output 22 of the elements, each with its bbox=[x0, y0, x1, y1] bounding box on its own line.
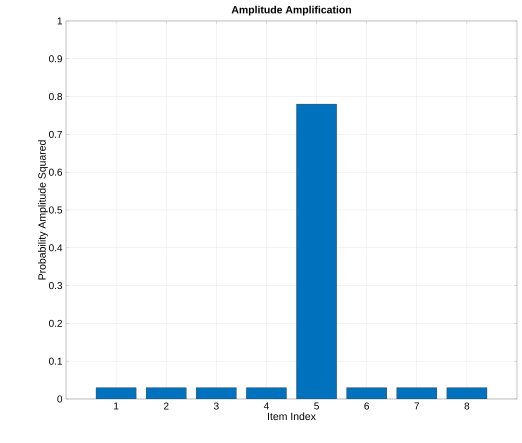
x-tick-label: 6 bbox=[364, 402, 370, 410]
x-tick-label: 8 bbox=[464, 402, 470, 410]
chart-title: Amplitude Amplification bbox=[232, 6, 351, 16]
y-tick-label: 0.6 bbox=[49, 168, 62, 176]
y-tick-label: 0.9 bbox=[49, 55, 62, 62]
x-tick-label: 7 bbox=[414, 402, 420, 410]
x-tick-label: 5 bbox=[314, 402, 319, 410]
y-tick-label: 0.2 bbox=[49, 320, 62, 327]
y-tick-label: 0.7 bbox=[49, 130, 62, 138]
y-tick-label: 0.8 bbox=[49, 93, 62, 100]
y-tick-label: 1 bbox=[58, 18, 62, 24]
y-axis-title: Probability Amplitude Squared bbox=[38, 140, 48, 280]
x-tick-label: 3 bbox=[214, 402, 219, 410]
y-tick-label: 0.5 bbox=[49, 206, 62, 214]
x-tick-label: 4 bbox=[264, 402, 269, 410]
x-tick-label: 1 bbox=[114, 402, 118, 410]
x-axis-title: Item Index bbox=[268, 412, 316, 420]
y-tick-label: 0.4 bbox=[49, 244, 62, 252]
y-tick-label: 0.3 bbox=[49, 282, 62, 290]
y-tick-label: 0 bbox=[57, 395, 62, 403]
y-tick-label: 0.1 bbox=[49, 358, 62, 365]
x-tick-label: 2 bbox=[164, 402, 169, 410]
